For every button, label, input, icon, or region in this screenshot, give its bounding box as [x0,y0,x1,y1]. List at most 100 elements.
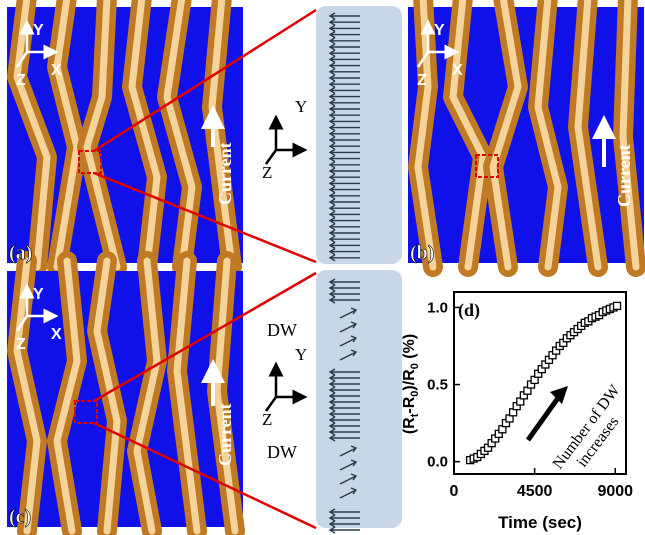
domain-wall-label-bottom: DW [267,442,297,462]
stripe-highlight [213,257,239,535]
y-ticks: 0.0 0.5 1.0 [427,299,460,471]
stripe-highlight [128,0,161,271]
current-label: Current [614,144,634,207]
stripe-highlight [619,0,640,271]
stripe-highlight [534,0,562,271]
spin-arrow [339,447,357,457]
spin-arrowhead [328,374,336,382]
spin-arrowhead [350,335,358,343]
spin-arrowhead [328,74,336,82]
spin-arrowhead [328,284,336,292]
current-label: Current [215,403,235,466]
x-tick-label: 0 [450,483,459,500]
spin-arrowhead [328,167,336,175]
x-tick-label: 9000 [597,483,633,500]
current-label: Current [215,142,235,205]
stripe-highlight [574,0,602,271]
spin-arrowhead [328,30,336,39]
spin-arrowhead [328,18,336,26]
spin-arrowhead [350,473,358,481]
ylabel-part: 0 [409,391,421,397]
spin-arrowhead [328,136,336,144]
spin-arrowhead [328,526,336,534]
spin-arrowhead [328,254,336,262]
panel-a-overlay: Y X Z Current (a) [9,19,235,264]
panel-label: (b) [410,242,434,264]
stripe-highlight [13,0,51,271]
x-tick-label: 4500 [517,483,553,500]
y-axis-label: (Rt-R0)/R0 (%) [401,334,421,434]
spin-arrow [339,323,357,333]
axis-z-label: Z [417,72,427,89]
annotation-arrowhead [550,386,568,404]
spin-arrow [339,475,357,485]
spin-arrows-domain-walls [328,278,360,534]
coordinate-frame-bottom: Y Z DW DW [262,320,308,462]
axis-y-label: Y [295,345,307,364]
panel-b-overlay: Y X Z Current (b) [410,19,634,264]
stripe-highlight [489,0,522,271]
spin-arrowhead [328,148,336,157]
spin-arrowhead [328,392,336,400]
spin-arrowhead [328,192,336,200]
spin-arrowhead [328,290,336,298]
zoom-box [74,400,98,424]
spin-arrowhead [328,514,336,522]
spin-arrow [339,351,357,361]
spin-arrowhead [328,185,336,194]
axis-z-label: Z [262,410,272,429]
spin-arrowhead [328,223,336,231]
spin-arrowhead [328,105,336,113]
ylabel-part: (R [401,417,418,434]
ylabel-part: -R [401,396,418,413]
spin-arrowhead [328,61,336,70]
spin-arrowhead [328,508,336,516]
spin-arrowhead [328,204,336,212]
spin-arrowhead [328,422,336,430]
ylabel-part: t [409,413,421,417]
spin-arrowhead [328,37,336,45]
axis-z-label: Z [16,72,26,89]
panel-label: (d) [458,300,480,321]
plot-frame [453,291,627,475]
ylabel-part: 0 [409,363,421,369]
axis-z-label: Z [16,336,26,353]
axis-y-label: Y [33,286,44,303]
stripe-highlight [173,257,201,535]
spin-arrows-uniform [328,12,360,262]
axis-x-label: X [452,62,463,79]
spin-arrowhead [328,55,336,64]
spin-arrowhead [328,368,336,376]
spin-arrowhead [328,99,336,107]
spin-arrowhead [328,92,336,101]
y-tick-label: 1.0 [427,299,448,316]
panel-a-image [7,0,243,277]
data-point [612,301,622,311]
axis-y-label: Y [295,97,307,116]
y-tick-label: 0.0 [427,454,448,471]
spin-arrowhead [328,142,336,150]
spin-arrowhead [328,434,336,442]
spin-arrowhead [328,43,336,51]
spin-arrowhead [328,229,336,237]
domain-background [408,7,644,263]
spin-arrowhead [328,86,336,95]
data-points [465,301,622,465]
spin-arrow [339,489,357,499]
spin-arrowhead [328,296,336,304]
spin-arrowhead [328,130,336,138]
spin-arrowhead [328,80,336,88]
ylabel-part: )/R [401,369,418,391]
spin-arrowhead [350,487,358,495]
spin-arrowhead [328,520,336,528]
zoom-box [78,150,102,174]
spin-arrowhead [328,278,336,286]
stripe-highlight [93,257,121,535]
spin-arrowhead [350,321,358,329]
axis-y-label: Y [434,22,445,39]
zoom-box [475,154,499,178]
stripe-highlight [83,0,121,271]
spin-arrowhead [328,161,336,169]
stripe-highlight [163,0,196,271]
